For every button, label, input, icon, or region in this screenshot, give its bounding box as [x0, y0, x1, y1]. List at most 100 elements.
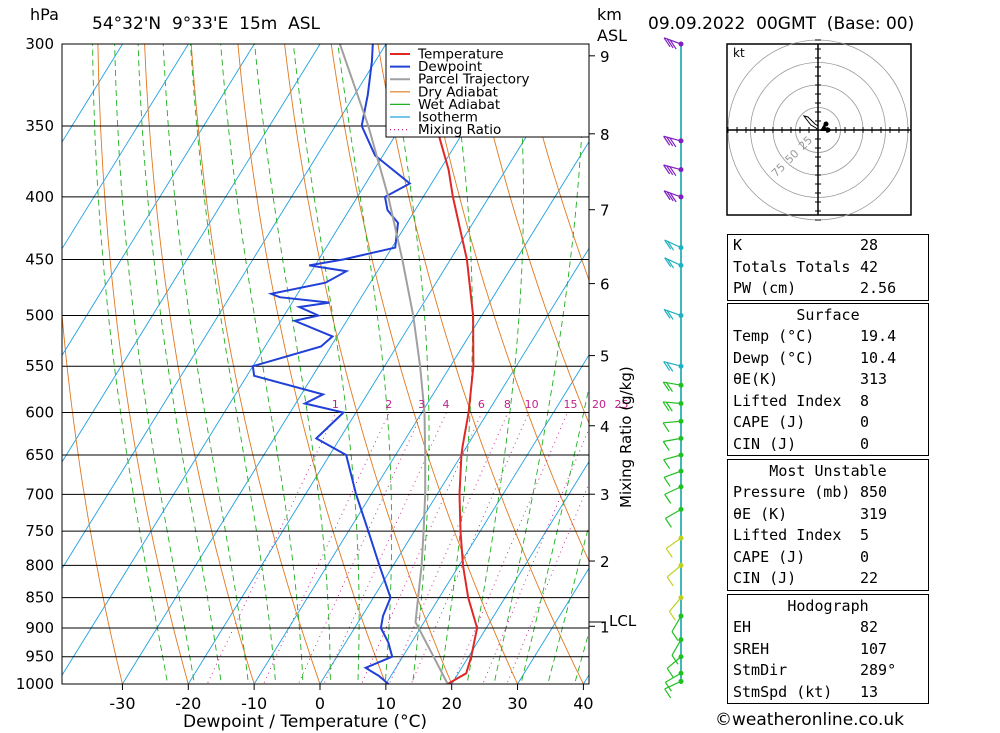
wet-adiabat — [292, 44, 360, 684]
general-label: PW (cm) — [733, 279, 797, 297]
dry-adiabat — [284, 44, 453, 684]
pressure-unit-label: hPa — [30, 5, 59, 24]
wind-barb-flag — [665, 382, 673, 392]
most_unstable-label: CAPE (J) — [733, 547, 806, 566]
wind-barb-flag — [663, 309, 671, 319]
wind-barb — [663, 360, 684, 372]
general-row: Totals Totals 42 — [728, 257, 928, 279]
wind-level-dot — [678, 468, 684, 474]
legend-entry: Mixing Ratio — [418, 122, 501, 138]
mixing-ratio-line — [323, 412, 447, 684]
km-tick-label: 5 — [600, 348, 610, 366]
surface-value: 0 — [860, 413, 870, 431]
dry-adiabat — [97, 44, 189, 684]
surface-panel: Surface Temp (°C) 19.4 Dewp (°C) 10.4 θE(K) 3… — [727, 303, 929, 456]
wind-barb — [663, 468, 684, 487]
wind-barb-flag — [667, 258, 675, 269]
wind-barb-staff — [663, 420, 682, 424]
mixing-ratio-axis-title: Mixing Ratio (g/kg) — [617, 366, 635, 508]
wind-barb-flag — [662, 381, 670, 392]
wind-barb-flag — [664, 257, 672, 268]
wind-barb — [664, 257, 684, 269]
general-value: 2.56 — [860, 279, 897, 297]
wind-barb — [663, 308, 684, 320]
wet-adiabat — [114, 44, 195, 684]
most_unstable-row: Lifted Index 5 — [728, 525, 928, 547]
dry-adiabat — [930, 26, 1000, 710]
pressure-tick-label: 600 — [25, 403, 54, 421]
dry-adiabat — [377, 44, 584, 684]
isotherm-line — [62, 44, 255, 357]
wind-level-dot — [678, 167, 684, 173]
surface-row: Temp (°C) 19.4 — [728, 326, 928, 348]
wind-level-dot — [678, 138, 684, 144]
wind-barb-flag — [668, 611, 676, 621]
wind-barb-flag — [663, 37, 671, 48]
wind-barb-flag — [664, 688, 672, 699]
wet-adiabat — [389, 44, 430, 684]
most_unstable-row: θE (K) 319 — [728, 504, 928, 526]
wind-barb-flag — [666, 667, 674, 678]
wind-barb — [664, 239, 684, 251]
wind-barb — [666, 562, 684, 587]
surface-label: Lifted Index — [733, 391, 842, 410]
wind-barb — [671, 613, 684, 641]
hodograph-label: StmSpd (kt) — [733, 682, 833, 701]
mixing-ratio-label: 3 — [418, 398, 425, 411]
general-label: K — [733, 236, 743, 254]
asl-label: ASL — [597, 26, 627, 45]
wind-level-dot — [678, 262, 684, 268]
mixing-ratio-label: 4 — [442, 398, 449, 411]
wind-level-dot — [678, 41, 684, 47]
wind-barb-flag — [666, 362, 674, 372]
isotherm-line — [62, 44, 123, 143]
wind-barb-flag — [666, 191, 674, 202]
surface-value: 313 — [860, 370, 888, 388]
dry-adiabat — [976, 26, 1000, 710]
hodograph-value: 107 — [860, 639, 888, 658]
wind-barb-staff — [665, 672, 682, 683]
isotherm-line — [62, 44, 453, 677]
wind-barb — [671, 637, 684, 665]
most_unstable-row: Pressure (mb) 850 — [728, 482, 928, 504]
wind-level-dot — [678, 654, 684, 660]
wet-adiabat — [190, 44, 277, 684]
temperature-tick-label: 10 — [376, 694, 396, 713]
surface-label: Dewp (°C) — [733, 348, 815, 367]
wind-barb-staff — [663, 190, 682, 198]
credit-text: ©weatheronline.co.uk — [715, 710, 905, 730]
datetime-title: 09.09.2022 00GMT (Base: 00) — [648, 14, 914, 34]
km-tick-label: 8 — [600, 126, 610, 144]
surface-title: Surface — [796, 306, 860, 324]
wind-barb — [663, 37, 684, 50]
surface-row: CAPE (J) 0 — [728, 412, 928, 434]
dry-adiabat — [424, 44, 589, 563]
km-tick-label: 7 — [600, 202, 610, 220]
pressure-tick-labels: 300 350 400 450 500 550 600 650 700 750 800 850 900 9… — [16, 35, 54, 693]
wet-adiabat — [493, 44, 585, 684]
temperature-tick-label: 30 — [507, 694, 527, 713]
wind-barb-flag — [669, 192, 677, 203]
wind-level-dot — [678, 535, 684, 541]
legend-box — [385, 43, 590, 138]
mixing-ratio-line — [263, 412, 390, 684]
legend-entry: Dry Adiabat — [418, 84, 498, 100]
isotherm-line — [253, 140, 589, 684]
wind-barb-staff — [664, 680, 682, 690]
most_unstable-label: θE (K) — [733, 504, 788, 523]
hodograph-unit-label: kt — [733, 46, 745, 60]
pressure-tick-label: 850 — [25, 589, 54, 607]
wind-profile — [662, 37, 684, 699]
pressure-tick-label: 950 — [25, 648, 54, 666]
surface-row: θE(K) 313 — [728, 369, 928, 391]
x-axis-title: Dewpoint / Temperature (°C) — [183, 712, 427, 732]
wind-barb-flag — [663, 135, 671, 146]
wind-barb — [665, 535, 684, 558]
wind-barb-staff — [663, 360, 682, 367]
wet-adiabat — [337, 44, 393, 684]
hodograph-title: Hodograph — [787, 597, 869, 615]
wind-barb-staff — [664, 257, 682, 266]
most_unstable-value: 0 — [860, 547, 870, 566]
